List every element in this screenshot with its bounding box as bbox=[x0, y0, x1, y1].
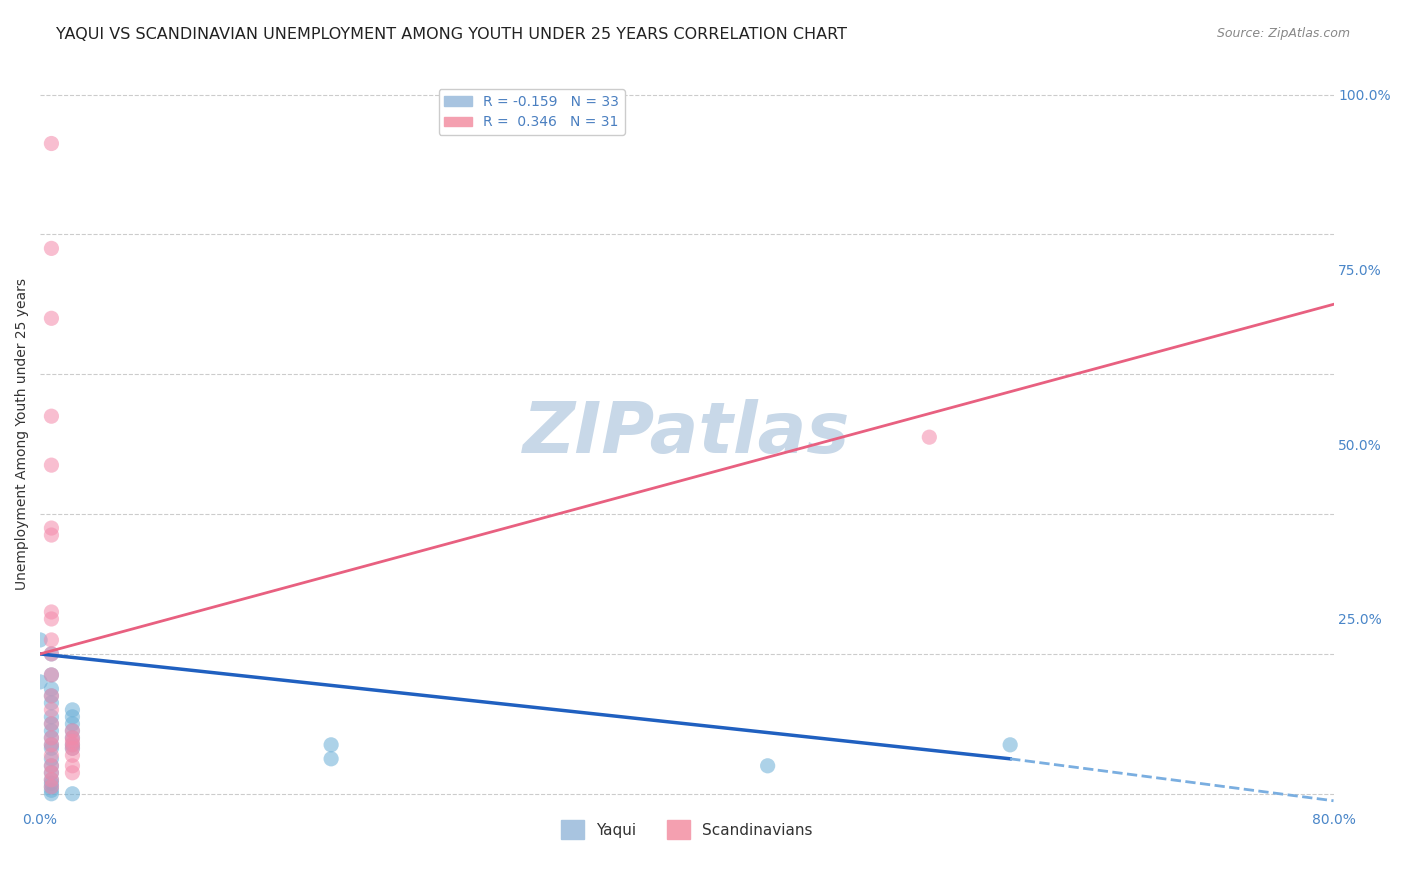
Text: YAQUI VS SCANDINAVIAN UNEMPLOYMENT AMONG YOUTH UNDER 25 YEARS CORRELATION CHART: YAQUI VS SCANDINAVIAN UNEMPLOYMENT AMONG… bbox=[56, 27, 848, 42]
Point bbox=[62, 741, 84, 756]
Point bbox=[41, 783, 63, 797]
Point bbox=[41, 748, 63, 763]
Point bbox=[41, 632, 63, 647]
Point bbox=[41, 668, 63, 682]
Point bbox=[62, 716, 84, 731]
Point bbox=[41, 696, 63, 710]
Point bbox=[41, 710, 63, 724]
Point bbox=[41, 772, 63, 787]
Point bbox=[62, 741, 84, 756]
Point bbox=[41, 716, 63, 731]
Point bbox=[41, 668, 63, 682]
Point bbox=[41, 528, 63, 542]
Text: ZIPatlas: ZIPatlas bbox=[523, 400, 851, 468]
Point bbox=[62, 765, 84, 780]
Point bbox=[41, 689, 63, 703]
Point bbox=[41, 681, 63, 696]
Point bbox=[321, 752, 343, 766]
Point bbox=[62, 748, 84, 763]
Point bbox=[41, 605, 63, 619]
Point bbox=[41, 521, 63, 535]
Legend: Yaqui, Scandinavians: Yaqui, Scandinavians bbox=[555, 814, 818, 845]
Point bbox=[41, 409, 63, 424]
Point bbox=[41, 731, 63, 745]
Point bbox=[41, 759, 63, 773]
Point bbox=[62, 738, 84, 752]
Point bbox=[41, 647, 63, 661]
Point bbox=[62, 703, 84, 717]
Y-axis label: Unemployment Among Youth under 25 years: Unemployment Among Youth under 25 years bbox=[15, 277, 30, 590]
Point bbox=[30, 674, 52, 689]
Point bbox=[41, 787, 63, 801]
Point bbox=[756, 759, 779, 773]
Point bbox=[62, 723, 84, 738]
Point bbox=[41, 731, 63, 745]
Point bbox=[41, 780, 63, 794]
Point bbox=[41, 759, 63, 773]
Point bbox=[41, 311, 63, 326]
Point bbox=[41, 772, 63, 787]
Point bbox=[918, 430, 941, 444]
Point bbox=[41, 458, 63, 472]
Point bbox=[41, 752, 63, 766]
Point bbox=[62, 787, 84, 801]
Point bbox=[41, 689, 63, 703]
Point bbox=[41, 738, 63, 752]
Point bbox=[41, 716, 63, 731]
Point bbox=[41, 765, 63, 780]
Point bbox=[41, 776, 63, 790]
Point bbox=[62, 731, 84, 745]
Point bbox=[62, 738, 84, 752]
Point bbox=[62, 710, 84, 724]
Point bbox=[62, 731, 84, 745]
Point bbox=[62, 734, 84, 748]
Point bbox=[41, 703, 63, 717]
Point bbox=[41, 765, 63, 780]
Point bbox=[321, 738, 343, 752]
Point bbox=[41, 612, 63, 626]
Point bbox=[30, 632, 52, 647]
Point bbox=[41, 241, 63, 255]
Point bbox=[62, 759, 84, 773]
Point bbox=[41, 741, 63, 756]
Text: Source: ZipAtlas.com: Source: ZipAtlas.com bbox=[1216, 27, 1350, 40]
Point bbox=[41, 647, 63, 661]
Point bbox=[62, 723, 84, 738]
Point bbox=[41, 738, 63, 752]
Point bbox=[41, 136, 63, 151]
Point bbox=[41, 723, 63, 738]
Point bbox=[998, 738, 1021, 752]
Point bbox=[41, 780, 63, 794]
